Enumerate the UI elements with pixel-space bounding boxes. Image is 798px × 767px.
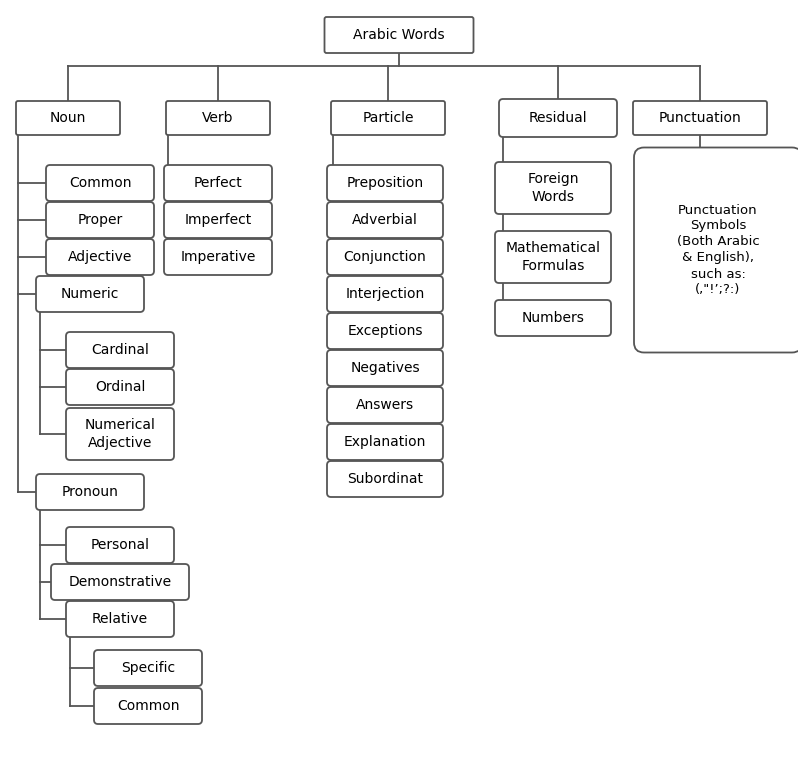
FancyBboxPatch shape (327, 350, 443, 386)
FancyBboxPatch shape (51, 564, 189, 600)
FancyBboxPatch shape (46, 202, 154, 238)
FancyBboxPatch shape (495, 162, 611, 214)
Text: Ordinal: Ordinal (95, 380, 145, 394)
FancyBboxPatch shape (634, 147, 798, 353)
Text: Answers: Answers (356, 398, 414, 412)
FancyBboxPatch shape (46, 239, 154, 275)
Text: Numeric: Numeric (61, 287, 119, 301)
Text: Adjective: Adjective (68, 250, 132, 264)
Text: Mathematical
Formulas: Mathematical Formulas (505, 242, 601, 272)
FancyBboxPatch shape (66, 527, 174, 563)
FancyBboxPatch shape (46, 165, 154, 201)
FancyBboxPatch shape (327, 424, 443, 460)
Text: Relative: Relative (92, 612, 148, 626)
FancyBboxPatch shape (66, 408, 174, 460)
Text: Imperfect: Imperfect (184, 213, 251, 227)
FancyBboxPatch shape (66, 332, 174, 368)
FancyBboxPatch shape (66, 601, 174, 637)
Text: Subordinat: Subordinat (347, 472, 423, 486)
Text: Foreign
Words: Foreign Words (527, 173, 579, 204)
FancyBboxPatch shape (327, 276, 443, 312)
Text: Proper: Proper (77, 213, 123, 227)
FancyBboxPatch shape (36, 276, 144, 312)
Text: Interjection: Interjection (346, 287, 425, 301)
FancyBboxPatch shape (166, 101, 270, 135)
FancyBboxPatch shape (66, 369, 174, 405)
FancyBboxPatch shape (633, 101, 767, 135)
FancyBboxPatch shape (327, 313, 443, 349)
Text: Punctuation
Symbols
(Both Arabic
& English),
such as:
(,"!’;?:): Punctuation Symbols (Both Arabic & Engli… (677, 203, 760, 297)
Text: Numbers: Numbers (522, 311, 584, 325)
FancyBboxPatch shape (327, 239, 443, 275)
FancyBboxPatch shape (36, 474, 144, 510)
Text: Cardinal: Cardinal (91, 343, 149, 357)
FancyBboxPatch shape (331, 101, 445, 135)
FancyBboxPatch shape (94, 688, 202, 724)
Text: Common: Common (117, 699, 180, 713)
Text: Residual: Residual (529, 111, 587, 125)
Text: Negatives: Negatives (350, 361, 420, 375)
Text: Noun: Noun (49, 111, 86, 125)
Text: Specific: Specific (121, 661, 175, 675)
Text: Punctuation: Punctuation (658, 111, 741, 125)
Text: Common: Common (69, 176, 131, 190)
Text: Demonstrative: Demonstrative (69, 575, 172, 589)
Text: Exceptions: Exceptions (347, 324, 423, 338)
FancyBboxPatch shape (16, 101, 120, 135)
Text: Perfect: Perfect (194, 176, 243, 190)
Text: Numerical
Adjective: Numerical Adjective (85, 418, 156, 449)
FancyBboxPatch shape (327, 202, 443, 238)
Text: Arabic Words: Arabic Words (354, 28, 444, 42)
FancyBboxPatch shape (495, 231, 611, 283)
FancyBboxPatch shape (94, 650, 202, 686)
Text: Imperative: Imperative (180, 250, 255, 264)
FancyBboxPatch shape (325, 17, 473, 53)
Text: Conjunction: Conjunction (344, 250, 426, 264)
FancyBboxPatch shape (164, 165, 272, 201)
FancyBboxPatch shape (499, 99, 617, 137)
FancyBboxPatch shape (327, 165, 443, 201)
Text: Explanation: Explanation (344, 435, 426, 449)
Text: Verb: Verb (202, 111, 234, 125)
FancyBboxPatch shape (495, 300, 611, 336)
Text: Particle: Particle (362, 111, 413, 125)
FancyBboxPatch shape (327, 461, 443, 497)
Text: Preposition: Preposition (346, 176, 424, 190)
FancyBboxPatch shape (164, 239, 272, 275)
FancyBboxPatch shape (327, 387, 443, 423)
Text: Adverbial: Adverbial (352, 213, 418, 227)
Text: Pronoun: Pronoun (61, 485, 118, 499)
Text: Personal: Personal (90, 538, 149, 552)
FancyBboxPatch shape (164, 202, 272, 238)
